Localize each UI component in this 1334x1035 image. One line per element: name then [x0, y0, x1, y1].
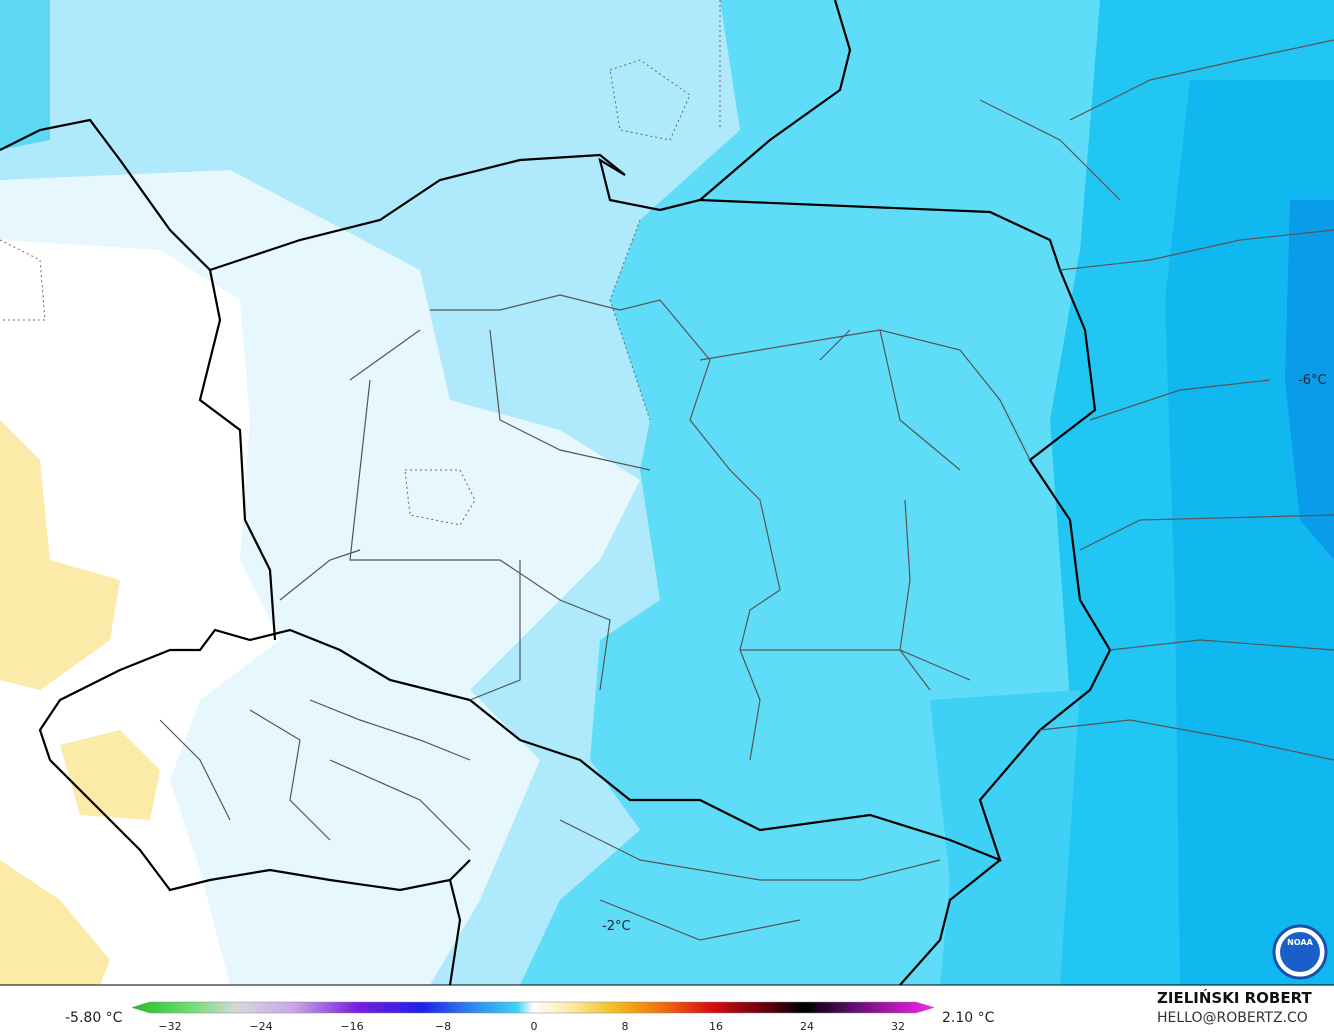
region-border: [279, 294, 1031, 761]
region-border: [159, 699, 471, 851]
coastline: [0, 118, 211, 271]
field: [0, 240, 280, 985]
scale-tick-label: −24: [249, 1020, 272, 1033]
logo: NOAA: [1272, 924, 1328, 980]
contour-label: -6°C: [1298, 373, 1327, 388]
region-border: [559, 39, 1334, 941]
field: [0, 420, 120, 690]
field: [1285, 200, 1334, 560]
contour: [609, 0, 721, 421]
field: [0, 860, 110, 985]
max-label: 2.10 °C: [942, 1010, 995, 1026]
field: [0, 0, 50, 150]
contour: [404, 469, 476, 526]
coastline: [209, 0, 852, 272]
min-label: -5.80 °C: [65, 1010, 123, 1026]
scale-tick-label: −16: [340, 1020, 363, 1033]
border: [448, 859, 1001, 986]
color-scale: [131, 1001, 935, 1014]
scale-tick-label: 0: [531, 1020, 538, 1033]
field: [930, 690, 1080, 985]
scale-tick-label: 24: [800, 1020, 814, 1033]
scale-tick-label: −32: [158, 1020, 181, 1033]
logo-text: NOAA: [1287, 938, 1313, 947]
field: [60, 730, 160, 820]
logo-disc: [1280, 932, 1320, 972]
scale-tick-label: 32: [891, 1020, 905, 1033]
scale-tick-label: 16: [709, 1020, 723, 1033]
scale-tick-label: −8: [435, 1020, 451, 1033]
credit-contact: HELLO@ROBERTZ.CO: [1157, 1010, 1308, 1026]
scale-ticks: −32 −24 −16 −8 0 8 16 24 32: [158, 1020, 905, 1033]
scale-tick-label: 8: [622, 1020, 629, 1033]
contour: [609, 59, 691, 141]
border: [198, 269, 277, 641]
contour-label: -2°C: [602, 919, 631, 934]
credit-author: ZIELIŃSKI ROBERT: [1157, 988, 1312, 1007]
